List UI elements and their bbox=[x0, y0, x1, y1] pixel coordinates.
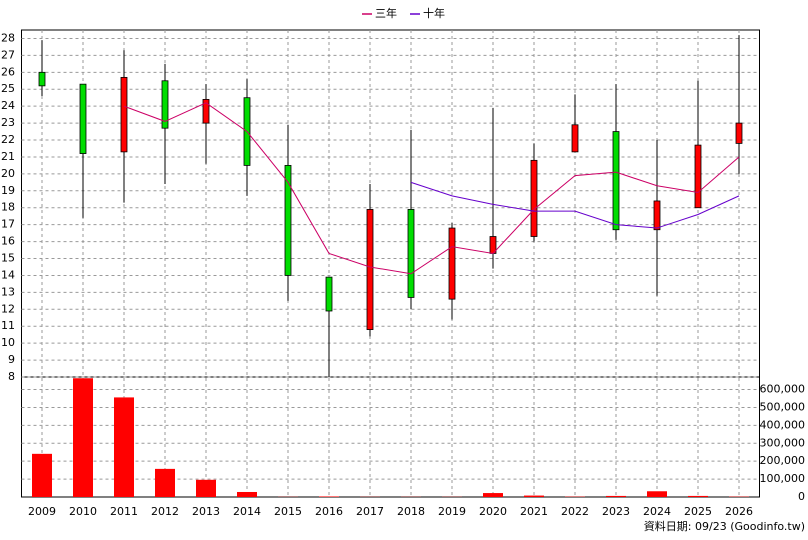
candle-body bbox=[694, 144, 702, 209]
candle-body bbox=[735, 122, 743, 144]
volume-bar bbox=[524, 495, 544, 497]
plot-frame bbox=[21, 29, 760, 498]
x-tick-label: 2017 bbox=[356, 505, 384, 518]
candle-body bbox=[612, 131, 620, 231]
y-tick-label: 8 bbox=[8, 370, 15, 383]
x-tick-label: 2026 bbox=[725, 505, 753, 518]
legend-label: 三年 bbox=[375, 6, 397, 20]
volume-bar bbox=[319, 496, 339, 497]
line-series bbox=[410, 181, 740, 229]
y-tick-label: 13 bbox=[1, 285, 15, 298]
y-tick-label: 9 bbox=[8, 353, 15, 366]
volume-bar bbox=[155, 468, 175, 497]
y2-tick-label: 100,000 bbox=[760, 472, 806, 485]
x-tick-label: 2014 bbox=[233, 505, 261, 518]
volume-bar bbox=[114, 397, 134, 497]
x-tick-label: 2021 bbox=[520, 505, 548, 518]
volume-bar bbox=[237, 491, 257, 497]
candle-body bbox=[161, 80, 169, 129]
y-tick-label: 22 bbox=[1, 133, 15, 146]
x-tick-label: 2011 bbox=[110, 505, 138, 518]
y-tick-label: 17 bbox=[1, 218, 15, 231]
x-tick-label: 2019 bbox=[438, 505, 466, 518]
y-tick-label: 12 bbox=[1, 302, 15, 315]
candle-body bbox=[448, 227, 456, 300]
x-tick-label: 2016 bbox=[315, 505, 343, 518]
x-tick-label: 2025 bbox=[684, 505, 712, 518]
candle-body bbox=[407, 209, 415, 298]
x-tick-label: 2018 bbox=[397, 505, 425, 518]
y-tick-label: 18 bbox=[1, 201, 15, 214]
candle-body bbox=[530, 159, 538, 237]
y-tick-label: 23 bbox=[1, 116, 15, 129]
candle-body bbox=[202, 99, 210, 124]
x-tick-label: 2010 bbox=[69, 505, 97, 518]
y-tick-label: 26 bbox=[1, 65, 15, 78]
y-tick-label: 14 bbox=[1, 268, 15, 281]
layers: 2009 2010 2011 2012 2013 2014 2015 2016 2017 2018… bbox=[1, 6, 805, 518]
candle-body bbox=[325, 276, 333, 312]
y-tick-label: 15 bbox=[1, 252, 15, 265]
y-tick-label: 24 bbox=[1, 99, 15, 112]
candle-body bbox=[571, 124, 579, 153]
y2-tick-label: 300,000 bbox=[760, 436, 806, 449]
y-tick-label: 11 bbox=[1, 319, 15, 332]
candle-body bbox=[284, 165, 292, 276]
candle-body bbox=[120, 76, 128, 153]
x-tick-label: 2009 bbox=[28, 505, 56, 518]
y2-tick-label: 400,000 bbox=[760, 418, 806, 431]
y-tick-label: 19 bbox=[1, 184, 15, 197]
legend-label: 十年 bbox=[423, 6, 445, 20]
x-tick-label: 2023 bbox=[602, 505, 630, 518]
volume-bar bbox=[688, 495, 708, 497]
y-tick-label: 20 bbox=[1, 167, 15, 180]
y-tick-label: 21 bbox=[1, 150, 15, 163]
volume-bar bbox=[73, 378, 93, 497]
x-tick-label: 2024 bbox=[643, 505, 671, 518]
volume-bar bbox=[483, 493, 503, 497]
candle-body bbox=[38, 71, 46, 87]
y-tick-label: 25 bbox=[1, 82, 15, 95]
candle-body bbox=[366, 209, 374, 331]
y2-tick-label: 200,000 bbox=[760, 454, 806, 467]
volume-bar bbox=[196, 479, 216, 497]
x-tick-label: 2013 bbox=[192, 505, 220, 518]
x-tick-label: 2015 bbox=[274, 505, 302, 518]
volume-bar bbox=[32, 453, 52, 497]
footer: 資料日期: 09/23 (Goodinfo.tw) bbox=[644, 519, 805, 533]
candle-body bbox=[79, 83, 87, 154]
x-tick-label: 2022 bbox=[561, 505, 589, 518]
x-tick-label: 2012 bbox=[151, 505, 179, 518]
candle-body bbox=[653, 200, 661, 231]
volume-bar bbox=[606, 495, 626, 497]
y-tick-label: 10 bbox=[1, 336, 15, 349]
y-tick-label: 27 bbox=[1, 48, 15, 61]
y-tick-label: 16 bbox=[1, 235, 15, 248]
y2-tick-label: 0 bbox=[798, 490, 805, 503]
y2-tick-label: 600,000 bbox=[760, 383, 806, 396]
y2-tick-label: 500,000 bbox=[760, 400, 806, 413]
line-series bbox=[123, 102, 740, 275]
x-tick-label: 2020 bbox=[479, 505, 507, 518]
volume-bar bbox=[647, 491, 667, 497]
y-tick-label: 28 bbox=[1, 31, 15, 44]
